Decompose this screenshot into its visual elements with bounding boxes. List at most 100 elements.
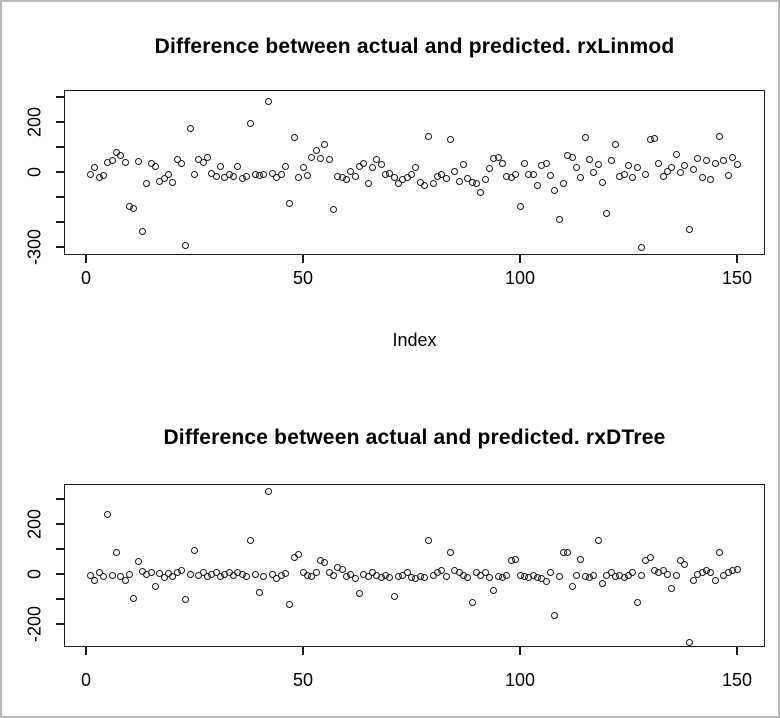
x-axis-tick [736,647,738,655]
data-point [716,549,724,557]
data-point [186,124,194,132]
x-tick-label: 50 [292,268,314,288]
data-point [594,160,602,168]
y-tick-label: 0 [24,568,45,580]
data-point [651,135,659,143]
data-point [277,170,285,178]
data-point [312,146,320,154]
x-axis-label-index: Index [392,330,437,350]
data-point [99,171,107,179]
data-point [390,174,398,182]
data-point [707,569,715,577]
data-point [620,170,628,178]
y-axis-tick [56,523,64,525]
y-axis-tick [56,548,64,550]
x-axis-tick [302,255,304,263]
data-point [481,176,489,184]
data-point [546,569,554,577]
data-point [503,571,511,579]
data-point [125,570,133,578]
x-tick-label: 100 [504,268,536,288]
data-point [282,162,290,170]
data-point [264,97,272,105]
data-point [499,159,507,167]
data-point [590,168,598,176]
data-point [533,181,541,189]
data-point [269,570,277,578]
data-point [338,565,346,573]
data-point [173,155,181,163]
data-point [690,166,698,174]
data-point [477,188,485,196]
plot-title-rxlinmod: Difference between actual and predicted.… [154,35,675,58]
data-point [677,168,685,176]
data-point [108,156,116,164]
data-point [243,573,251,581]
data-point [685,226,693,234]
data-point [377,160,385,168]
x-tick-label: 150 [721,670,753,690]
data-point [199,158,207,166]
y-axis-tick [56,121,64,123]
data-point [316,155,324,163]
data-point [308,154,316,162]
data-point [516,202,524,210]
data-point [438,567,446,575]
data-point [520,159,528,167]
data-point [295,174,303,182]
data-point [711,159,719,167]
data-point [598,178,606,186]
y-axis-tick [56,598,64,600]
data-point [121,159,129,167]
data-point [473,180,481,188]
data-point [711,577,719,585]
y-axis-tick [56,498,64,500]
data-point [716,132,724,140]
y-axis-tick [56,221,64,223]
x-tick-label: 0 [80,268,91,288]
data-point [425,537,433,545]
data-point [659,172,667,180]
data-point [303,171,311,179]
data-point [577,173,585,181]
data-point [325,156,333,164]
data-point [364,572,372,580]
data-point [403,569,411,577]
data-point [138,227,146,235]
data-point [151,582,159,590]
data-point [486,165,494,173]
data-point [703,156,711,164]
data-point [295,550,303,558]
data-point [234,162,242,170]
data-point [729,154,737,162]
data-point [572,571,580,579]
x-tick-label: 50 [292,670,314,690]
data-point [633,599,641,607]
data-point [594,537,602,545]
data-point [542,578,550,586]
x-axis-tick [302,647,304,655]
data-point [286,601,294,608]
y-axis-tick [56,573,64,575]
data-point [572,163,580,171]
data-point [551,186,559,194]
data-point [134,558,142,566]
data-point [490,586,498,594]
data-point [394,180,402,188]
data-point [698,174,706,182]
data-point [568,153,576,161]
data-point [551,611,559,619]
data-point [555,572,563,580]
data-point [646,553,654,561]
data-point [577,555,585,563]
data-point [464,573,472,581]
data-point [230,172,238,180]
data-point [130,595,138,603]
data-point [546,171,554,179]
x-tick-label: 100 [504,670,536,690]
y-axis-tick [56,196,64,198]
data-point [724,171,732,179]
data-point [494,154,502,162]
data-point [286,199,294,207]
data-point [655,159,663,167]
